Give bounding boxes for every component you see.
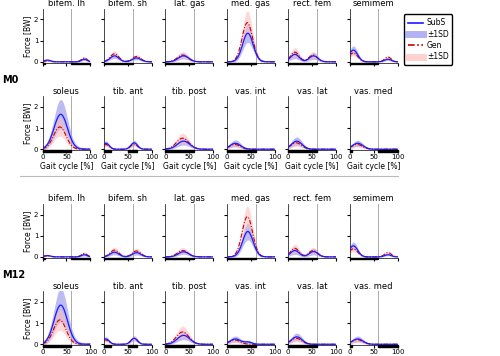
X-axis label: Gait cycle [%]: Gait cycle [%] bbox=[101, 162, 154, 171]
Title: bifem. sh: bifem. sh bbox=[108, 194, 148, 203]
Title: vas. int: vas. int bbox=[236, 87, 266, 95]
Bar bbox=[350, 63, 378, 64]
Y-axis label: Force [BW]: Force [BW] bbox=[24, 210, 32, 252]
Bar bbox=[226, 63, 256, 64]
Title: med. gas: med. gas bbox=[232, 0, 270, 8]
Bar bbox=[104, 345, 111, 347]
Title: semimem: semimem bbox=[352, 194, 395, 203]
Title: rect. fem: rect. fem bbox=[293, 0, 331, 8]
Bar bbox=[350, 150, 352, 152]
Y-axis label: Force [BW]: Force [BW] bbox=[24, 103, 32, 144]
Bar bbox=[166, 63, 194, 64]
Title: soleus: soleus bbox=[53, 282, 80, 290]
Bar bbox=[166, 258, 194, 260]
X-axis label: Gait cycle [%]: Gait cycle [%] bbox=[40, 162, 93, 171]
X-axis label: Gait cycle [%]: Gait cycle [%] bbox=[162, 162, 216, 171]
Title: vas. lat: vas. lat bbox=[297, 87, 328, 95]
Title: med. gas: med. gas bbox=[232, 194, 270, 203]
Bar bbox=[378, 345, 398, 347]
X-axis label: Gait cycle [%]: Gait cycle [%] bbox=[286, 162, 339, 171]
Title: tib. ant: tib. ant bbox=[113, 282, 143, 290]
Title: tib. ant: tib. ant bbox=[113, 87, 143, 95]
X-axis label: Gait cycle [%]: Gait cycle [%] bbox=[347, 162, 401, 171]
Title: vas. med: vas. med bbox=[354, 87, 393, 95]
Bar bbox=[42, 258, 45, 260]
Bar bbox=[128, 345, 138, 347]
Bar bbox=[350, 345, 352, 347]
Title: bifem. lh: bifem. lh bbox=[48, 0, 85, 8]
Title: soleus: soleus bbox=[53, 87, 80, 95]
X-axis label: Gait cycle [%]: Gait cycle [%] bbox=[224, 162, 278, 171]
Title: vas. lat: vas. lat bbox=[297, 282, 328, 290]
Bar bbox=[72, 258, 90, 260]
Bar bbox=[72, 63, 90, 64]
Title: bifem. sh: bifem. sh bbox=[108, 0, 148, 8]
Bar bbox=[104, 63, 132, 64]
Bar bbox=[104, 150, 111, 152]
Title: lat. gas: lat. gas bbox=[174, 194, 204, 203]
Title: vas. med: vas. med bbox=[354, 282, 393, 290]
Bar bbox=[226, 150, 256, 152]
Title: lat. gas: lat. gas bbox=[174, 0, 204, 8]
Bar bbox=[378, 150, 398, 152]
Title: rect. fem: rect. fem bbox=[293, 194, 331, 203]
Bar bbox=[226, 345, 256, 347]
Bar bbox=[104, 258, 132, 260]
Title: bifem. lh: bifem. lh bbox=[48, 194, 85, 203]
Bar bbox=[226, 258, 256, 260]
Bar bbox=[166, 345, 194, 347]
Bar bbox=[42, 150, 71, 152]
Text: M0: M0 bbox=[2, 74, 19, 85]
Bar bbox=[42, 345, 71, 347]
Y-axis label: Force [BW]: Force [BW] bbox=[24, 298, 32, 339]
Text: M12: M12 bbox=[2, 269, 26, 280]
Title: vas. int: vas. int bbox=[236, 282, 266, 290]
Y-axis label: Force [BW]: Force [BW] bbox=[24, 15, 32, 57]
Bar bbox=[288, 150, 317, 152]
Legend: SubS, ±1SD, Gen, ±1SD: SubS, ±1SD, Gen, ±1SD bbox=[404, 15, 452, 65]
Title: semimem: semimem bbox=[352, 0, 395, 8]
Bar bbox=[350, 258, 378, 260]
Bar bbox=[288, 63, 317, 64]
Bar bbox=[166, 150, 194, 152]
Bar bbox=[42, 63, 45, 64]
Bar bbox=[288, 345, 317, 347]
Title: tib. post: tib. post bbox=[172, 282, 206, 290]
Title: tib. post: tib. post bbox=[172, 87, 206, 95]
Bar bbox=[128, 150, 138, 152]
Bar bbox=[288, 258, 317, 260]
